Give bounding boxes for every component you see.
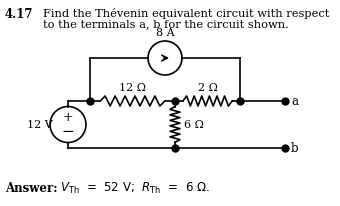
Text: 12 V: 12 V (27, 119, 53, 130)
Text: −: − (62, 124, 74, 138)
Text: Answer:: Answer: (5, 181, 57, 194)
Text: b: b (291, 142, 299, 154)
Text: +: + (63, 111, 73, 124)
Text: to the terminals a, b for the circuit shown.: to the terminals a, b for the circuit sh… (43, 19, 289, 29)
Text: 2 Ω: 2 Ω (198, 83, 218, 93)
Text: Find the Thévenin equivalent circuit with respect: Find the Thévenin equivalent circuit wit… (43, 8, 329, 19)
Text: 12 Ω: 12 Ω (119, 83, 146, 93)
Text: 6 Ω: 6 Ω (184, 119, 204, 130)
Text: 8 A: 8 A (156, 28, 174, 38)
Text: 4.17: 4.17 (5, 8, 34, 21)
Text: a: a (291, 95, 298, 108)
Text: $V_{\mathrm{Th}}$  =  52 V;  $R_{\mathrm{Th}}$  =  6 Ω.: $V_{\mathrm{Th}}$ = 52 V; $R_{\mathrm{Th… (60, 180, 210, 195)
